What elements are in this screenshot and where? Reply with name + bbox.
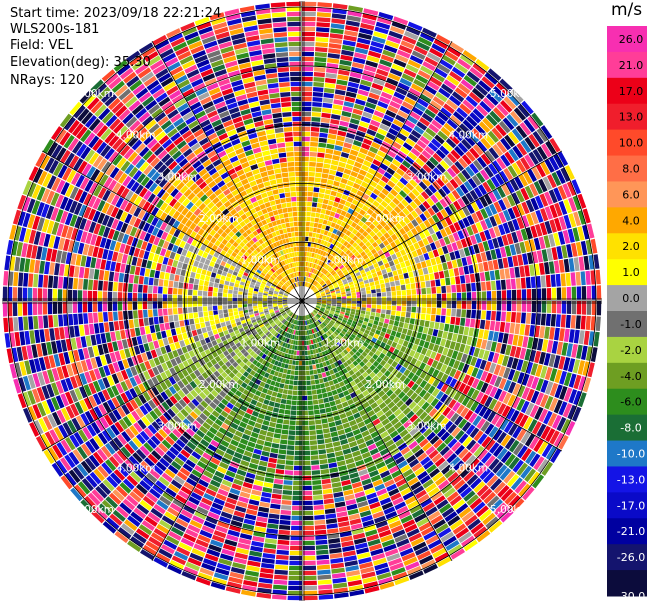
velocity-gate-group xyxy=(2,7,592,586)
range-ring-label: 3.00km xyxy=(407,171,447,183)
range-ring-label: 5.00km xyxy=(490,88,530,100)
colorbar-tick-label: 10.0 xyxy=(619,137,644,150)
colorbar-tick-label: -1.0 xyxy=(620,318,641,331)
azimuth-spoke xyxy=(301,40,453,302)
range-ring-labels: 1.00km 1.00km 1.00km 1.00km 2.00km 2.00km 2.00… xyxy=(74,88,530,516)
colorbar-cell xyxy=(607,285,647,312)
colorbar-tick-label: -21.0 xyxy=(617,525,645,538)
velocity-gates xyxy=(2,1,602,601)
range-ring-label: 2.00km xyxy=(365,213,405,225)
azimuth-spoke xyxy=(301,300,453,562)
colorbar-cell xyxy=(607,155,647,182)
colorbar-tick-label: -30.0 xyxy=(617,590,645,603)
colorbar-tick-label: 8.0 xyxy=(622,163,640,176)
colorbar-tick-label: -2.0 xyxy=(620,344,641,357)
azimuth-spoke xyxy=(151,40,303,302)
elevation-text: Elevation(deg): 35.30 xyxy=(10,54,151,70)
colorbar-tick-label: -26.0 xyxy=(617,551,645,564)
range-ring-label: 5.00km xyxy=(74,504,114,516)
colorbar-tick-label: -17.0 xyxy=(617,499,645,512)
colorbar-tick-label: -13.0 xyxy=(617,473,645,486)
colorbar-tick-label: 2.0 xyxy=(622,240,640,253)
range-ring-label: 1.00km xyxy=(324,254,364,266)
range-ring-label: 4.00km xyxy=(116,130,156,142)
azimuth-spoke xyxy=(301,300,563,452)
colorbar-unit-label: m/s xyxy=(611,0,643,20)
colorbar-tick-label: 4.0 xyxy=(622,214,640,227)
colorbar-tick-label: -10.0 xyxy=(617,448,645,461)
range-ring-label: 1.00km xyxy=(241,254,281,266)
colorbar-tick-label: 1.0 xyxy=(622,266,640,279)
azimuth-spokes xyxy=(2,1,602,601)
colorbar-cell xyxy=(607,440,647,467)
range-ring-label: 1.00km xyxy=(324,338,364,350)
range-ring-label: 3.00km xyxy=(157,171,197,183)
colorbar-cell xyxy=(607,26,647,53)
colorbar-cell xyxy=(607,181,647,208)
range-ring-label: 1.00km xyxy=(241,338,281,350)
colorbar-cell xyxy=(607,207,647,234)
colorbar-cell xyxy=(607,77,647,105)
range-ring-label: 2.00km xyxy=(199,379,239,391)
range-ring-label: 5.00km xyxy=(74,88,114,100)
colorbar-tick-label: -4.0 xyxy=(620,370,641,383)
colorbar-cell xyxy=(607,233,647,260)
scan-info: Start time: 2023/09/18 22:21:24 WLS200s-… xyxy=(10,6,221,89)
field-text: Field: VEL xyxy=(10,38,73,54)
colorbar-tick-label: -6.0 xyxy=(620,396,641,409)
colorbar-cell xyxy=(607,492,647,519)
colorbar-cell xyxy=(607,544,647,571)
range-ring-label: 3.00km xyxy=(157,421,197,433)
colorbar-cell xyxy=(607,311,647,338)
velocity-gate-group xyxy=(19,26,590,599)
velocity-gate-group xyxy=(9,12,590,597)
ppi-plot: 1.00km 1.00km 1.00km 1.00km 2.00km 2.00km 2.00… xyxy=(2,1,602,601)
range-ring-label: 4.00km xyxy=(448,130,488,142)
colorbar-cell xyxy=(607,51,647,79)
colorbar-tick-label: 26.0 xyxy=(619,33,644,46)
azimuth-spoke xyxy=(151,300,303,562)
center-axes xyxy=(2,1,602,601)
colorbar-cell xyxy=(607,259,647,286)
colorbar-cell xyxy=(607,129,647,157)
azimuth-spoke xyxy=(41,150,303,302)
range-ring-label: 5.00km xyxy=(490,504,530,516)
colorbar-cell xyxy=(607,336,647,364)
velocity-gate-group xyxy=(19,38,600,558)
velocity-gate-group xyxy=(4,3,597,595)
colorbar-cell xyxy=(607,388,647,416)
colorbar-tick-label: 17.0 xyxy=(619,85,644,98)
range-ring-label: 2.00km xyxy=(199,213,239,225)
colorbar-tick-label: 21.0 xyxy=(619,59,644,72)
range-ring-label: 3.00km xyxy=(407,421,447,433)
instrument-text: WLS200s-181 xyxy=(10,22,100,38)
azimuth-spoke xyxy=(301,150,563,302)
colorbar-cell xyxy=(607,103,647,131)
colorbar-cell xyxy=(607,570,647,597)
start-time-text: Start time: 2023/09/18 22:21:24 xyxy=(10,6,222,21)
colorbar-cell xyxy=(607,362,647,390)
colorbar-tick-label: 13.0 xyxy=(619,111,644,124)
range-ring-label: 4.00km xyxy=(448,462,488,474)
azimuth-spoke xyxy=(41,300,303,452)
range-ring-label: 2.00km xyxy=(365,379,405,391)
colorbar-tick-label: 6.0 xyxy=(622,188,640,201)
colorbar-cell xyxy=(607,414,647,442)
colorbar-cell xyxy=(607,518,647,545)
colorbar-tick-label: -8.0 xyxy=(620,422,641,435)
range-ring-label: 4.00km xyxy=(116,462,156,474)
nrays-text: NRays: 120 xyxy=(10,72,85,88)
colorbar-cell xyxy=(607,466,647,493)
colorbar-tick-label: 0.0 xyxy=(622,292,640,305)
